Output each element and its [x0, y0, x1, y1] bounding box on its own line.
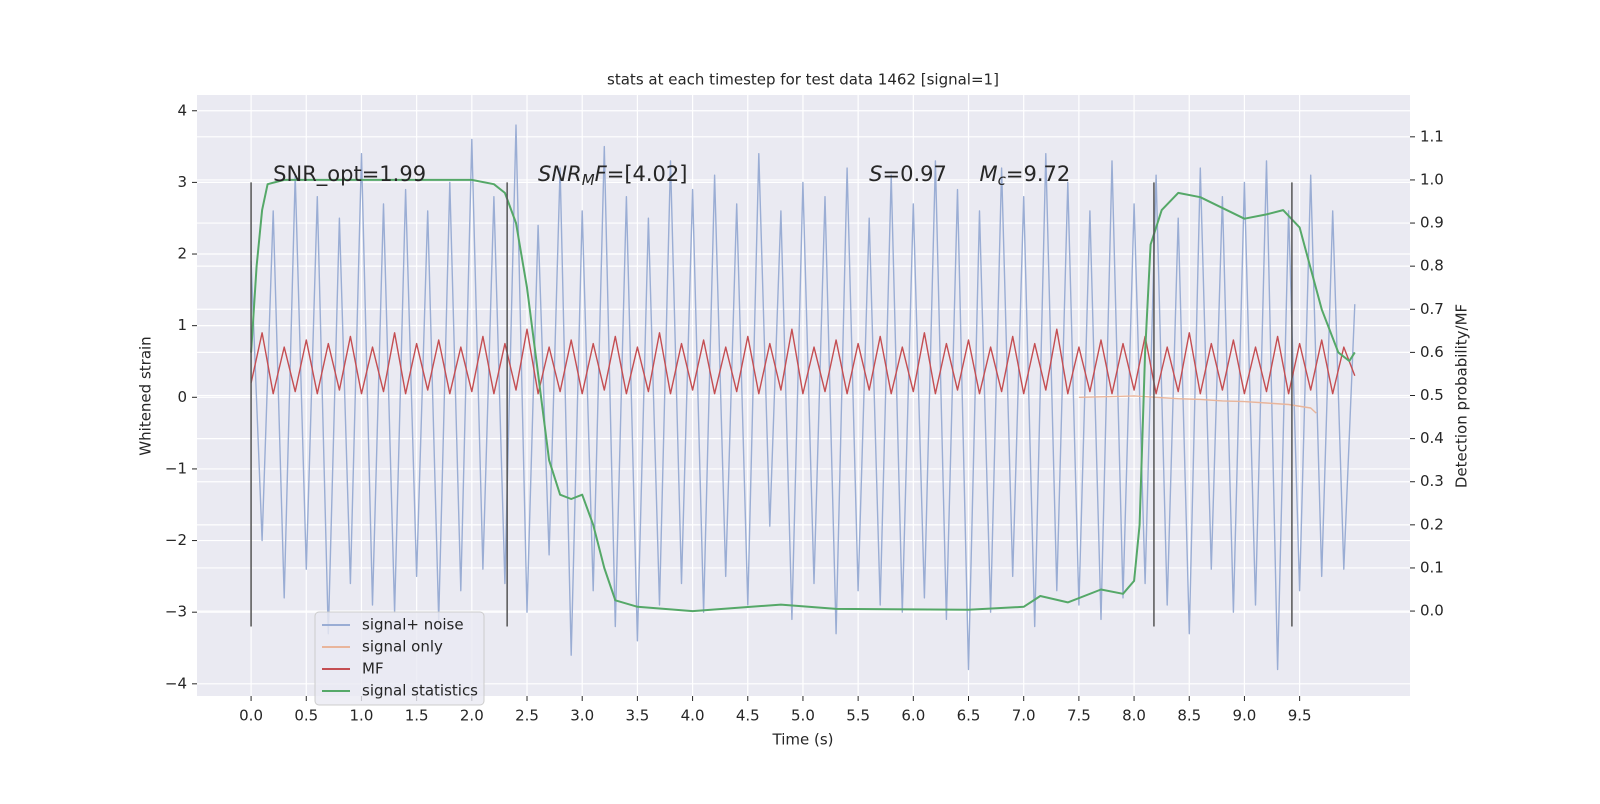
x-tick-label: 0.5 — [294, 707, 318, 725]
y2-tick-label: 0.7 — [1420, 300, 1444, 318]
y2-axis-label: Detection probability/MF — [1453, 304, 1471, 488]
y2-tick-label: 0.1 — [1420, 558, 1444, 576]
y-tick-label: −4 — [165, 674, 187, 692]
chart-title: stats at each timestep for test data 146… — [607, 71, 999, 89]
annotation-part: SNR_opt=1.99 — [273, 162, 426, 187]
x-tick-label: 7.5 — [1067, 707, 1091, 725]
annotation: S=0.97 — [869, 162, 947, 186]
y-tick-label: −2 — [165, 531, 187, 549]
y2-tick-label: 0.6 — [1420, 343, 1444, 361]
annotation-part: =9.72 — [1006, 162, 1070, 186]
y2-tick-label: 0.5 — [1420, 386, 1444, 404]
series-line — [250, 124, 1356, 671]
x-tick-label: 3.5 — [625, 707, 649, 725]
annotation-part: c — [998, 171, 1007, 189]
annotation-part: SNR — [538, 162, 582, 186]
annotation-part: =0.97 — [883, 162, 947, 186]
y2-tick-label: 1.1 — [1420, 127, 1444, 145]
y2-tick-label: 1.0 — [1420, 170, 1444, 188]
legend-label: MF — [362, 660, 384, 678]
x-tick-label: 0.0 — [239, 707, 263, 725]
legend-label: signal+ noise — [362, 616, 464, 634]
x-tick-label: 8.5 — [1177, 707, 1201, 725]
annotation-part: S — [869, 162, 882, 186]
y-tick-label: 1 — [177, 316, 187, 334]
x-tick-label: 1.5 — [405, 707, 429, 725]
y-tick-label: 0 — [177, 388, 187, 406]
annotation: SNR_opt=1.99 — [273, 162, 426, 187]
y2-tick-label: 0.4 — [1420, 429, 1444, 447]
y-tick-label: −3 — [165, 603, 187, 621]
x-tick-label: 3.0 — [570, 707, 594, 725]
annotation: SNRMF=[4.02] — [538, 162, 687, 189]
annotation: Mc=9.72 — [980, 162, 1071, 189]
y-tick-label: 2 — [177, 245, 187, 263]
x-tick-label: 6.5 — [957, 707, 981, 725]
y2-tick-label: 0.9 — [1420, 214, 1444, 232]
x-tick-label: 8.0 — [1122, 707, 1146, 725]
x-tick-label: 2.5 — [515, 707, 539, 725]
x-tick-label: 5.0 — [791, 707, 815, 725]
x-tick-label: 9.0 — [1233, 707, 1257, 725]
x-tick-label: 7.0 — [1012, 707, 1036, 725]
legend-label: signal only — [362, 638, 443, 656]
marks: SNR_opt=1.99 SNRMF=[4.02] S=0.97 Mc=9.72 — [250, 124, 1356, 671]
x-tick-label: 4.0 — [681, 707, 705, 725]
y-tick-label: −1 — [165, 459, 187, 477]
y-tick-label: 4 — [177, 101, 187, 119]
series-line — [250, 178, 1356, 613]
legend: signal+ noise signal only MF signal statist… — [314, 611, 485, 706]
grid: 0.0 0.5 1.0 1.5 2.0 2.5 3.0 3.5 4.0 4.5 5.0 5.5 6.0 6… — [165, 95, 1444, 725]
y-tick-label: 3 — [177, 173, 187, 191]
y2-tick-label: 0.8 — [1420, 257, 1444, 275]
x-axis-label: Time (s) — [772, 731, 834, 749]
y2-tick-label: 0.3 — [1420, 472, 1444, 490]
x-tick-label: 2.0 — [460, 707, 484, 725]
y2-tick-label: 0.2 — [1420, 515, 1444, 533]
series-line — [250, 328, 1356, 395]
y2-tick-label: 0.0 — [1420, 602, 1444, 620]
x-tick-label: 1.0 — [350, 707, 374, 725]
x-tick-label: 5.5 — [846, 707, 870, 725]
x-tick-label: 9.5 — [1288, 707, 1312, 725]
legend-label: signal statistics — [362, 682, 478, 700]
annotation-part: M — [980, 162, 998, 186]
legend-box — [314, 611, 485, 706]
y-axis-label: Whitened strain — [137, 336, 155, 455]
annotation-part: M — [582, 171, 595, 189]
x-tick-label: 6.0 — [901, 707, 925, 725]
annotation-part: F — [595, 162, 608, 186]
x-tick-label: 4.5 — [736, 707, 760, 725]
annotation-part: =[4.02] — [607, 162, 688, 186]
